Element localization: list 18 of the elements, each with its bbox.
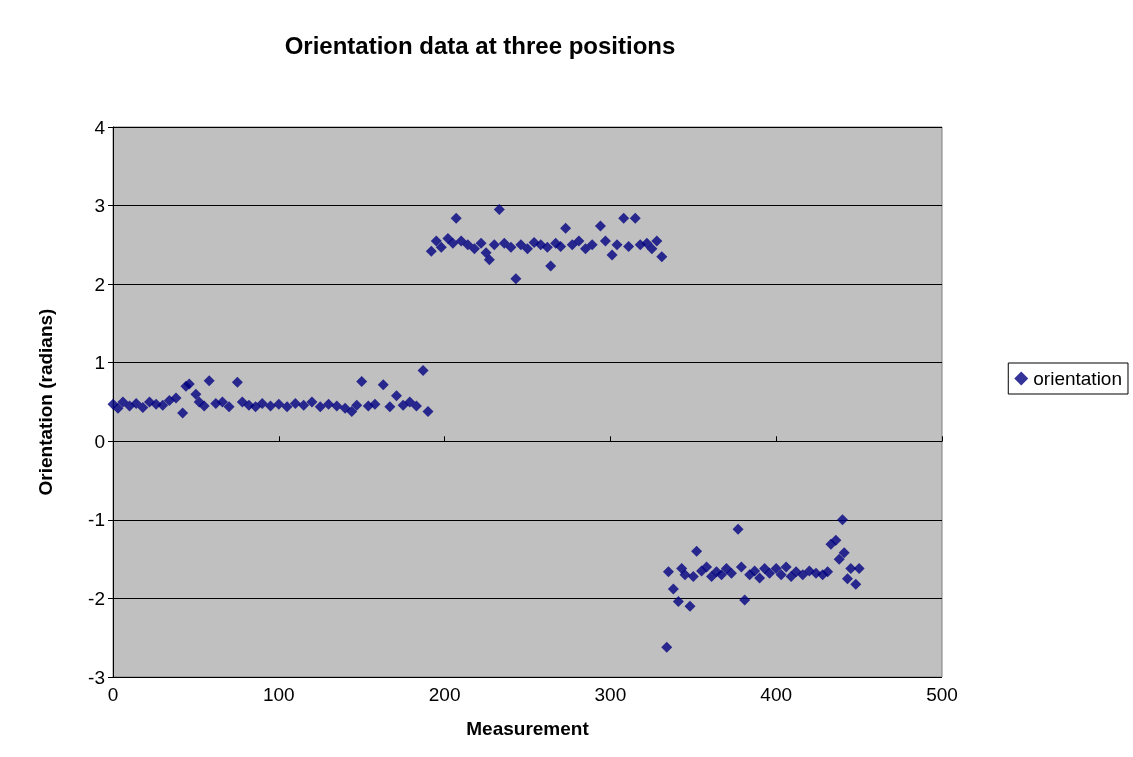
x-tick-label: 0 [107, 684, 119, 705]
chart-title: Orientation data at three positions [284, 31, 676, 59]
y-tick-label: 0 [94, 430, 105, 452]
legend-label: orientation [1033, 368, 1123, 389]
x-tick-label: 100 [262, 684, 295, 705]
x-tick-label: 200 [428, 684, 461, 705]
x-tick-label: 500 [926, 684, 958, 705]
x-tick-label: 300 [594, 684, 627, 705]
y-tick-label: 1 [94, 352, 105, 374]
y-tick-label: 4 [94, 116, 106, 138]
y-tick-label: -3 [88, 666, 105, 688]
x-tick-label: 400 [760, 684, 793, 705]
y-tick-label: 3 [94, 195, 105, 217]
y-tick-label: -2 [88, 587, 105, 609]
y-axis-title: Orientation (radians) [35, 308, 56, 496]
y-tick-label: -1 [88, 509, 105, 531]
x-axis-title: Measurement [466, 718, 590, 739]
y-tick-label: 2 [94, 273, 105, 295]
